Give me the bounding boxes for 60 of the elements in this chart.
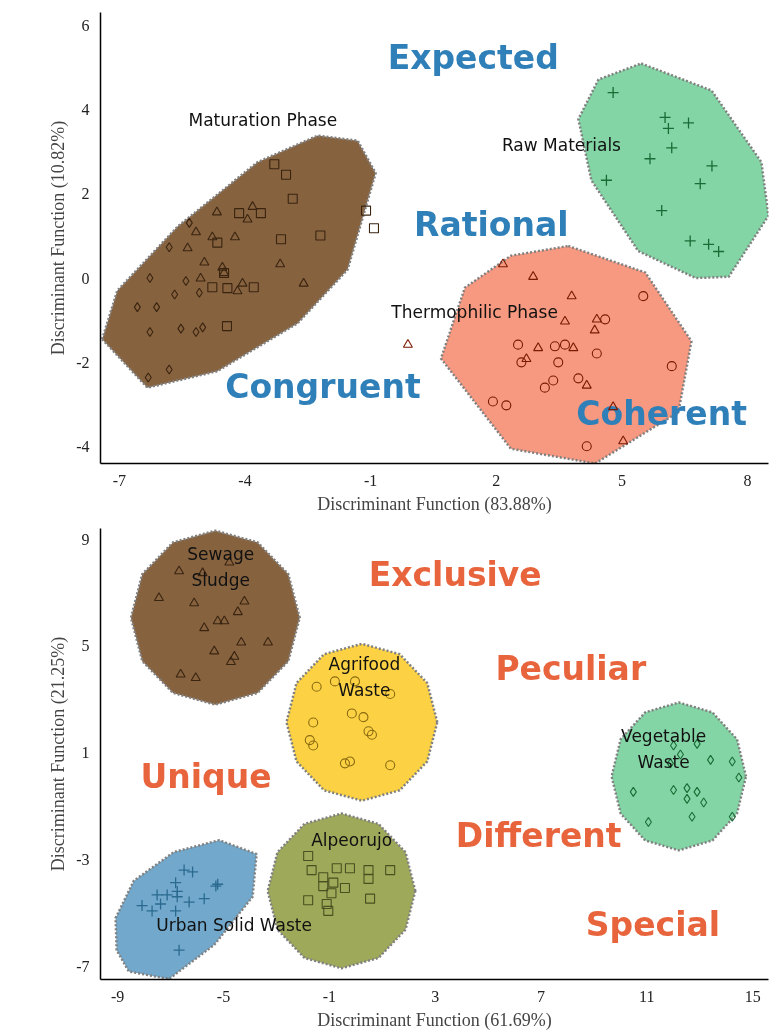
point (402, 338, 413, 348)
x-tick-label: 7 (536, 987, 545, 1005)
point (339, 882, 350, 894)
point (363, 873, 374, 884)
point (321, 898, 332, 910)
point (303, 850, 314, 861)
series-label: Sewage Sludge (187, 543, 255, 590)
point (331, 863, 342, 874)
series-label: Vegetable Waste (621, 726, 707, 773)
y-tick-label: 4 (81, 100, 90, 118)
y-axis-title: Discriminant Function (10.82%) (48, 120, 70, 356)
point (344, 863, 356, 874)
point (328, 877, 339, 888)
x-tick-label: 8 (743, 471, 752, 489)
series-label: Agrifood Waste (328, 654, 401, 701)
y-tick-label: 9 (81, 530, 90, 548)
y-tick-label: 0 (81, 269, 90, 287)
x-tick-label: 3 (431, 987, 440, 1005)
point (306, 865, 317, 876)
x-tick-label: -4 (238, 471, 252, 489)
point (326, 888, 337, 899)
x-tick-label: 15 (744, 987, 761, 1005)
y-tick-label: -4 (76, 438, 90, 456)
y-tick-label: -7 (76, 957, 90, 975)
annotation: Exclusive (368, 555, 542, 594)
series-label: Raw Materials (501, 135, 622, 156)
y-tick-label: 6 (81, 16, 90, 34)
point (385, 865, 396, 876)
annotation: Expected (387, 38, 559, 78)
x-tick-label: -1 (322, 987, 336, 1005)
annotation: Peculiar (495, 648, 647, 688)
y-tick-label: -3 (76, 850, 90, 868)
y-tick-label: 2 (81, 185, 90, 203)
point (365, 893, 376, 904)
annotation: Different (455, 815, 622, 855)
point (323, 905, 334, 916)
y-tick-label: 5 (81, 637, 90, 655)
point (318, 881, 329, 892)
series-label: Alpeorujo (311, 829, 393, 850)
y-axis-title: Discriminant Function (21.25%) (48, 636, 70, 872)
y-tick-label: 1 (81, 744, 90, 762)
y-tick-label: -2 (76, 353, 90, 371)
annotation: Special (585, 904, 721, 944)
annotation: Rational (414, 204, 569, 244)
x-tick-label: -1 (363, 471, 378, 489)
x-tick-label: 5 (617, 471, 626, 489)
x-axis-title: Discriminant Function (61.69%) (317, 1009, 552, 1031)
point (318, 872, 329, 883)
x-tick-label: -7 (112, 471, 127, 489)
x-tick-label: 2 (492, 471, 501, 489)
series-label: Thermophilic Phase (390, 301, 558, 322)
x-tick-label: -5 (216, 987, 231, 1005)
point (363, 865, 374, 876)
annotation: Congruent (225, 367, 421, 407)
series-label: Maturation Phase (188, 110, 338, 131)
x-tick-label: 11 (639, 987, 655, 1005)
x-tick-label: -9 (111, 987, 125, 1005)
point (303, 895, 314, 906)
x-axis-title: Discriminant Function (83.88%) (317, 493, 552, 515)
annotation: Unique (140, 757, 272, 797)
